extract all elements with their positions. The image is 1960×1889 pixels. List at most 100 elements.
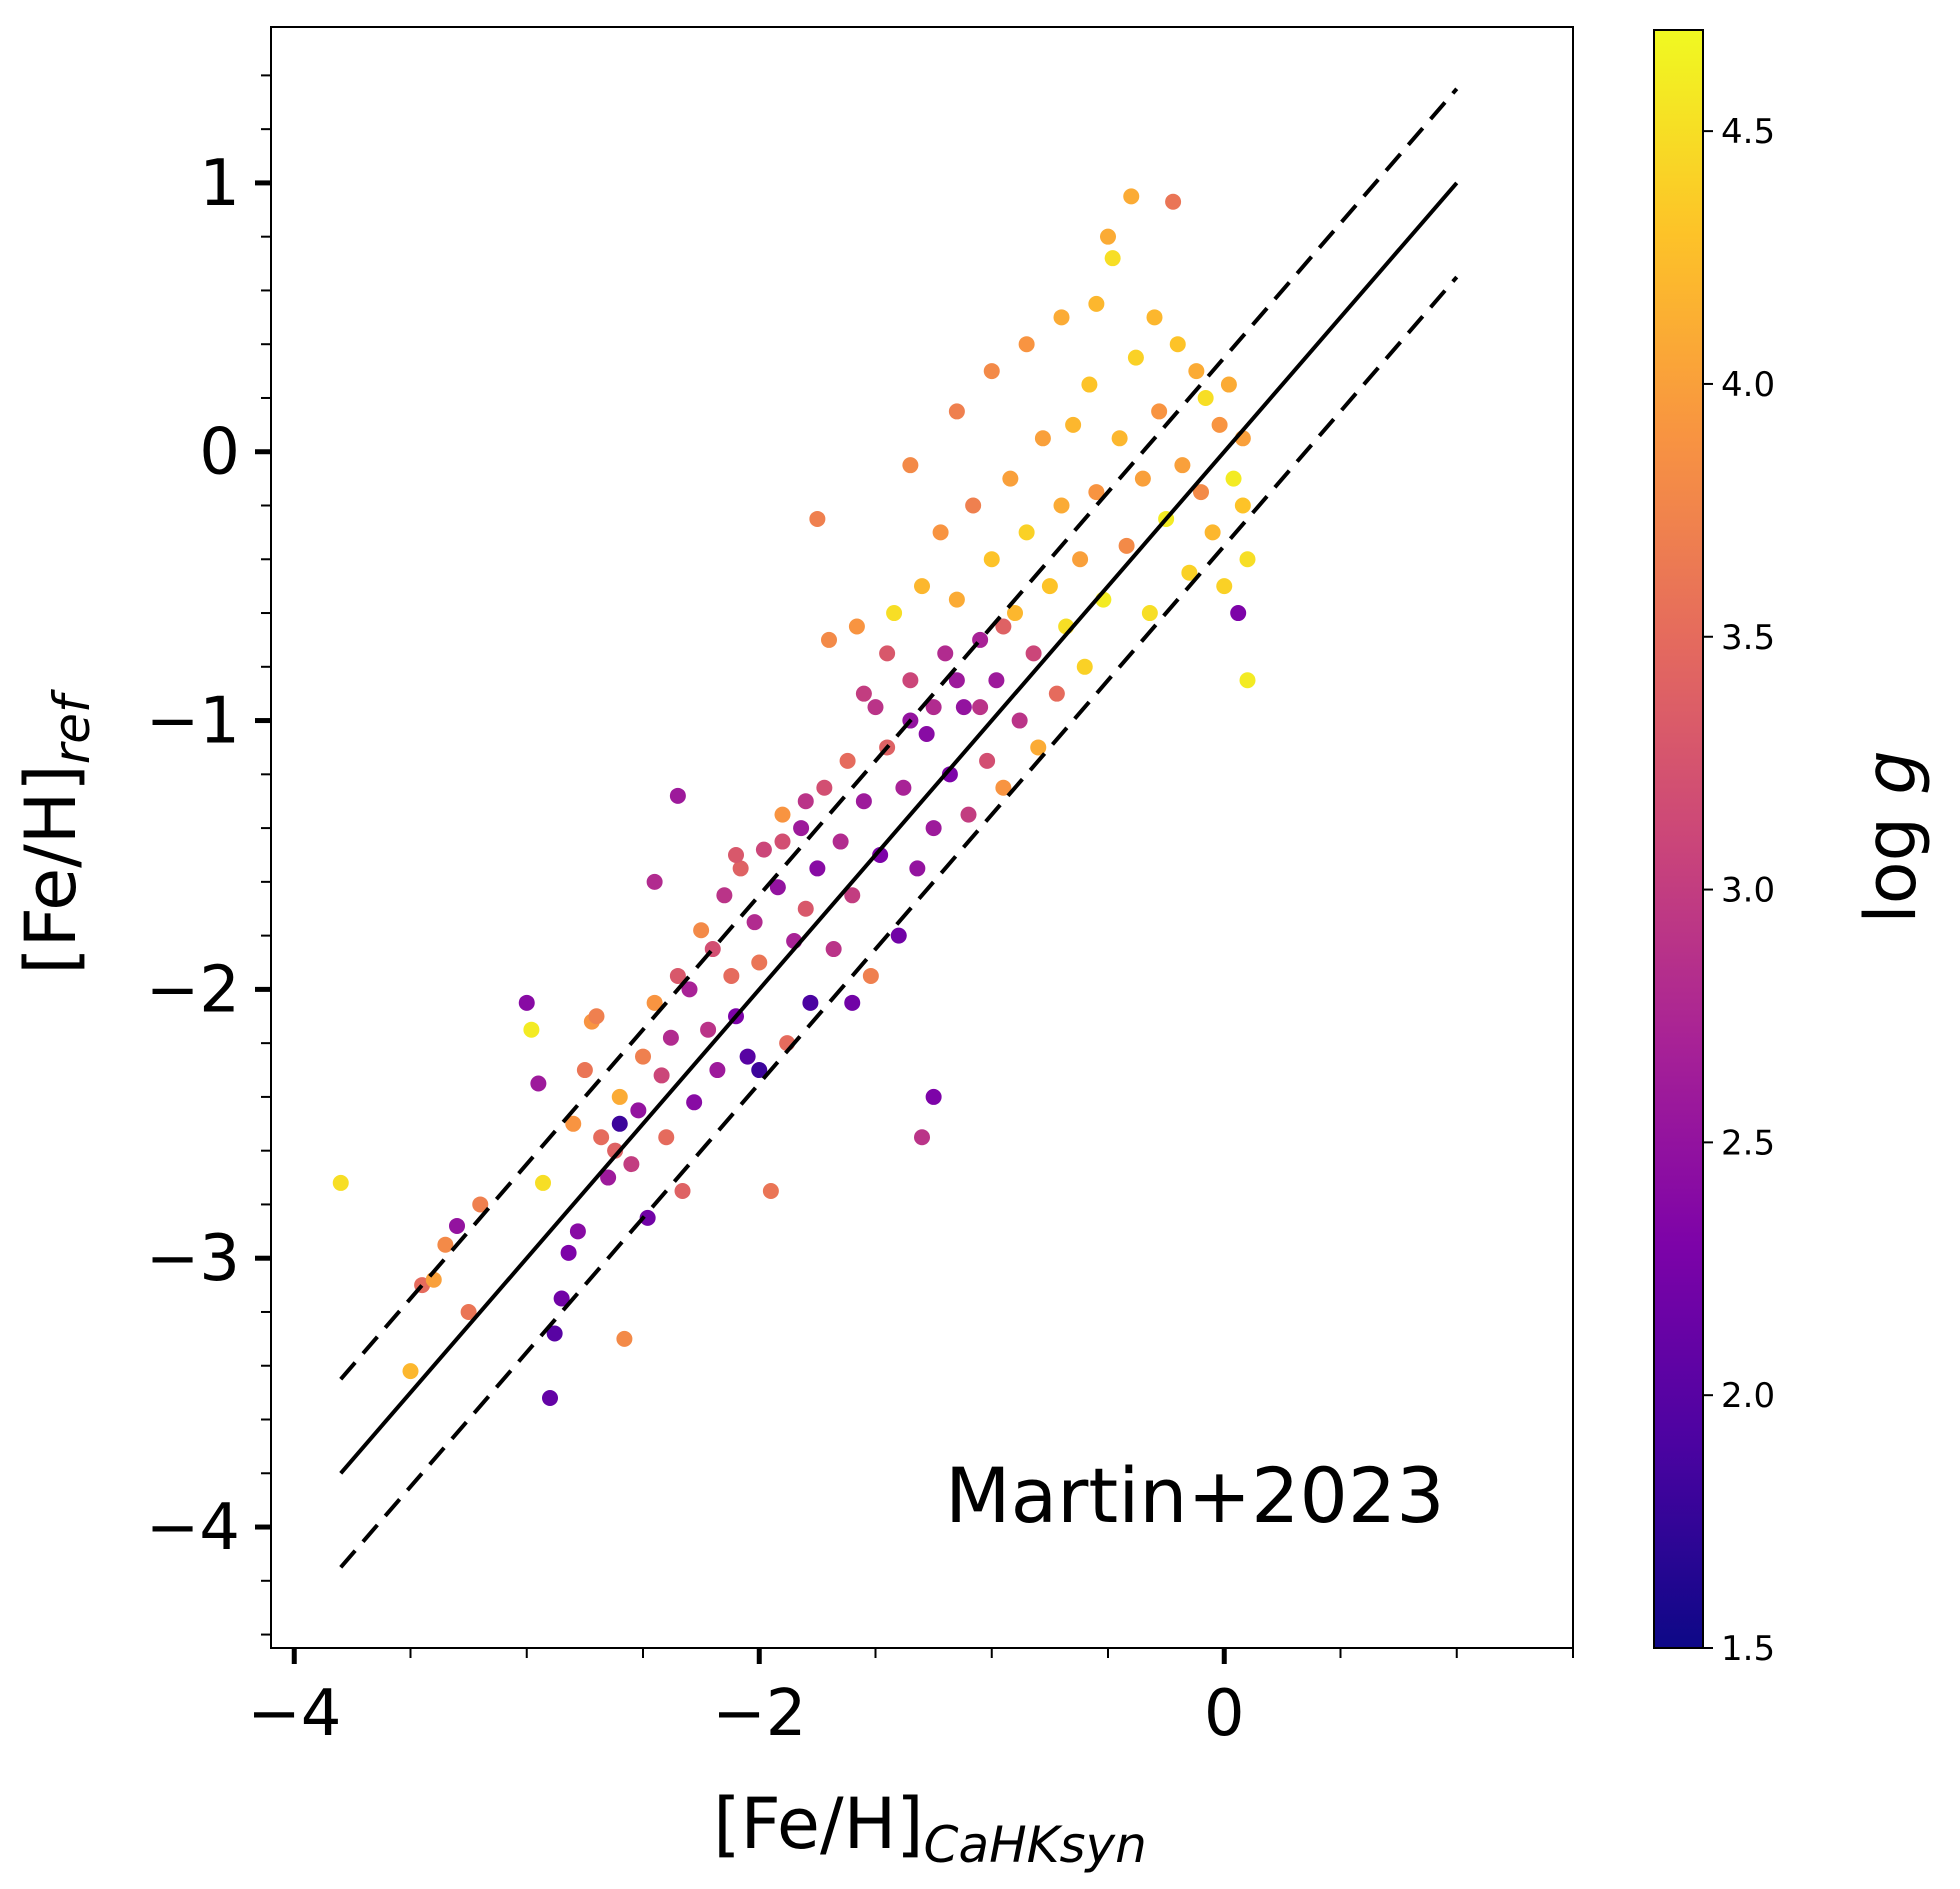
scatter-point bbox=[1127, 349, 1144, 366]
scatter-point bbox=[1065, 416, 1082, 433]
scatter-point bbox=[925, 699, 942, 716]
x-axis-title-sub: CaHKsyn bbox=[924, 1816, 1147, 1874]
y-axis-title-sub: ref bbox=[43, 689, 101, 764]
x-axis-title-main: [Fe/H] bbox=[713, 1783, 923, 1865]
scatter-point bbox=[569, 1223, 586, 1240]
scatter-point bbox=[1081, 376, 1098, 393]
scatter-point bbox=[972, 699, 989, 716]
scatter-point bbox=[965, 497, 982, 514]
scatter-point bbox=[1118, 537, 1135, 554]
line-one-to-one bbox=[339, 181, 1459, 1475]
scatter-point bbox=[1181, 564, 1198, 581]
scatter-point bbox=[983, 363, 1000, 380]
scatter-point bbox=[1053, 497, 1070, 514]
colorbar-label-main: log bbox=[1850, 817, 1932, 924]
scatter-point bbox=[802, 994, 819, 1011]
scatter-point bbox=[809, 860, 826, 877]
scatter-point bbox=[774, 833, 791, 850]
scatter-point bbox=[793, 820, 810, 837]
scatter-point bbox=[716, 887, 733, 904]
scatter-point bbox=[1053, 309, 1070, 326]
scatter-point bbox=[774, 806, 791, 823]
scatter-point bbox=[593, 1129, 610, 1146]
scatter-point bbox=[1088, 484, 1105, 501]
scatter-point bbox=[1225, 470, 1242, 487]
scatter-point bbox=[755, 841, 772, 858]
scatter-point bbox=[709, 1062, 726, 1079]
scatter-point bbox=[890, 927, 907, 944]
scatter-point bbox=[611, 1088, 628, 1105]
scatter-point bbox=[855, 685, 872, 702]
scatter-point bbox=[925, 1088, 942, 1105]
scatter-point bbox=[646, 994, 663, 1011]
scatter-point bbox=[1018, 524, 1035, 541]
scatter-point bbox=[1230, 605, 1247, 622]
scatter-point bbox=[832, 833, 849, 850]
scatter-point bbox=[611, 1115, 628, 1132]
scatter-point bbox=[1234, 497, 1251, 514]
scatter-point bbox=[728, 846, 744, 863]
scatter-point bbox=[1193, 484, 1209, 501]
scatter-point bbox=[669, 967, 686, 984]
line-lower-bound bbox=[339, 275, 1459, 1569]
scatter-point bbox=[979, 752, 996, 769]
y-tick-label: 0 bbox=[199, 416, 240, 490]
plot-frame bbox=[270, 26, 1574, 1649]
scatter-point bbox=[839, 752, 856, 769]
scatter-point bbox=[1018, 336, 1035, 353]
scatter-point bbox=[914, 1129, 930, 1146]
scatter-point bbox=[518, 994, 535, 1011]
scatter-point bbox=[1141, 605, 1158, 622]
scatter-point bbox=[693, 922, 710, 939]
scatter-point bbox=[732, 860, 749, 877]
scatter-point bbox=[1072, 551, 1089, 568]
scatter-point bbox=[844, 887, 861, 904]
scatter-point bbox=[821, 631, 837, 648]
scatter-point bbox=[1134, 470, 1151, 487]
scatter-point bbox=[925, 820, 942, 837]
scatter-point bbox=[1239, 551, 1256, 568]
annotation-label: Martin+2023 bbox=[945, 1451, 1445, 1540]
colorbar-frame bbox=[1653, 29, 1704, 1649]
colorbar-tick-label: 4.5 bbox=[1721, 112, 1775, 152]
scatter-point bbox=[902, 457, 919, 474]
scatter-point bbox=[402, 1363, 419, 1380]
scatter-point bbox=[681, 981, 698, 998]
colorbar-tick-label: 4.0 bbox=[1721, 365, 1775, 405]
scatter-point bbox=[1041, 578, 1058, 595]
lines-layer bbox=[339, 87, 1459, 1569]
scatter-point bbox=[1111, 430, 1128, 447]
scatter-point bbox=[600, 1169, 617, 1186]
scatter-point bbox=[739, 1048, 756, 1065]
scatter-point bbox=[769, 879, 786, 896]
x-axis: −4 −2 0 bbox=[247, 1648, 1574, 1751]
colorbar-tick-label: 2.5 bbox=[1721, 1123, 1775, 1163]
scatter-point bbox=[653, 1067, 670, 1084]
svg-text:[Fe/H]CaHKsyn: [Fe/H]CaHKsyn bbox=[713, 1783, 1147, 1874]
scatter-point bbox=[797, 793, 814, 810]
scatter-point bbox=[948, 403, 965, 420]
scatter-point bbox=[635, 1048, 651, 1065]
colorbar-tick-label: 3.0 bbox=[1721, 871, 1775, 911]
scatter-point bbox=[530, 1075, 547, 1092]
scatter-point bbox=[1088, 295, 1105, 312]
scatter-point bbox=[948, 672, 965, 689]
scatter-point bbox=[616, 1330, 633, 1347]
scatter-point bbox=[1239, 672, 1256, 689]
scatter-point bbox=[948, 591, 965, 608]
scatter-point bbox=[560, 1244, 577, 1261]
scatter-point bbox=[1100, 228, 1116, 245]
svg-text:[Fe/H]ref: [Fe/H]ref bbox=[10, 689, 101, 975]
scatter-point bbox=[630, 1102, 647, 1119]
y-tick-label: −4 bbox=[146, 1491, 240, 1565]
scatter-point bbox=[1002, 470, 1019, 487]
scatter-point bbox=[886, 605, 903, 622]
scatter-point bbox=[988, 672, 1005, 689]
scatter-point bbox=[995, 779, 1012, 796]
scatter-point bbox=[1048, 685, 1065, 702]
scatter-point bbox=[995, 618, 1012, 635]
scatter-point bbox=[1007, 605, 1023, 622]
scatter-point bbox=[914, 578, 930, 595]
scatter-point bbox=[686, 1094, 703, 1111]
